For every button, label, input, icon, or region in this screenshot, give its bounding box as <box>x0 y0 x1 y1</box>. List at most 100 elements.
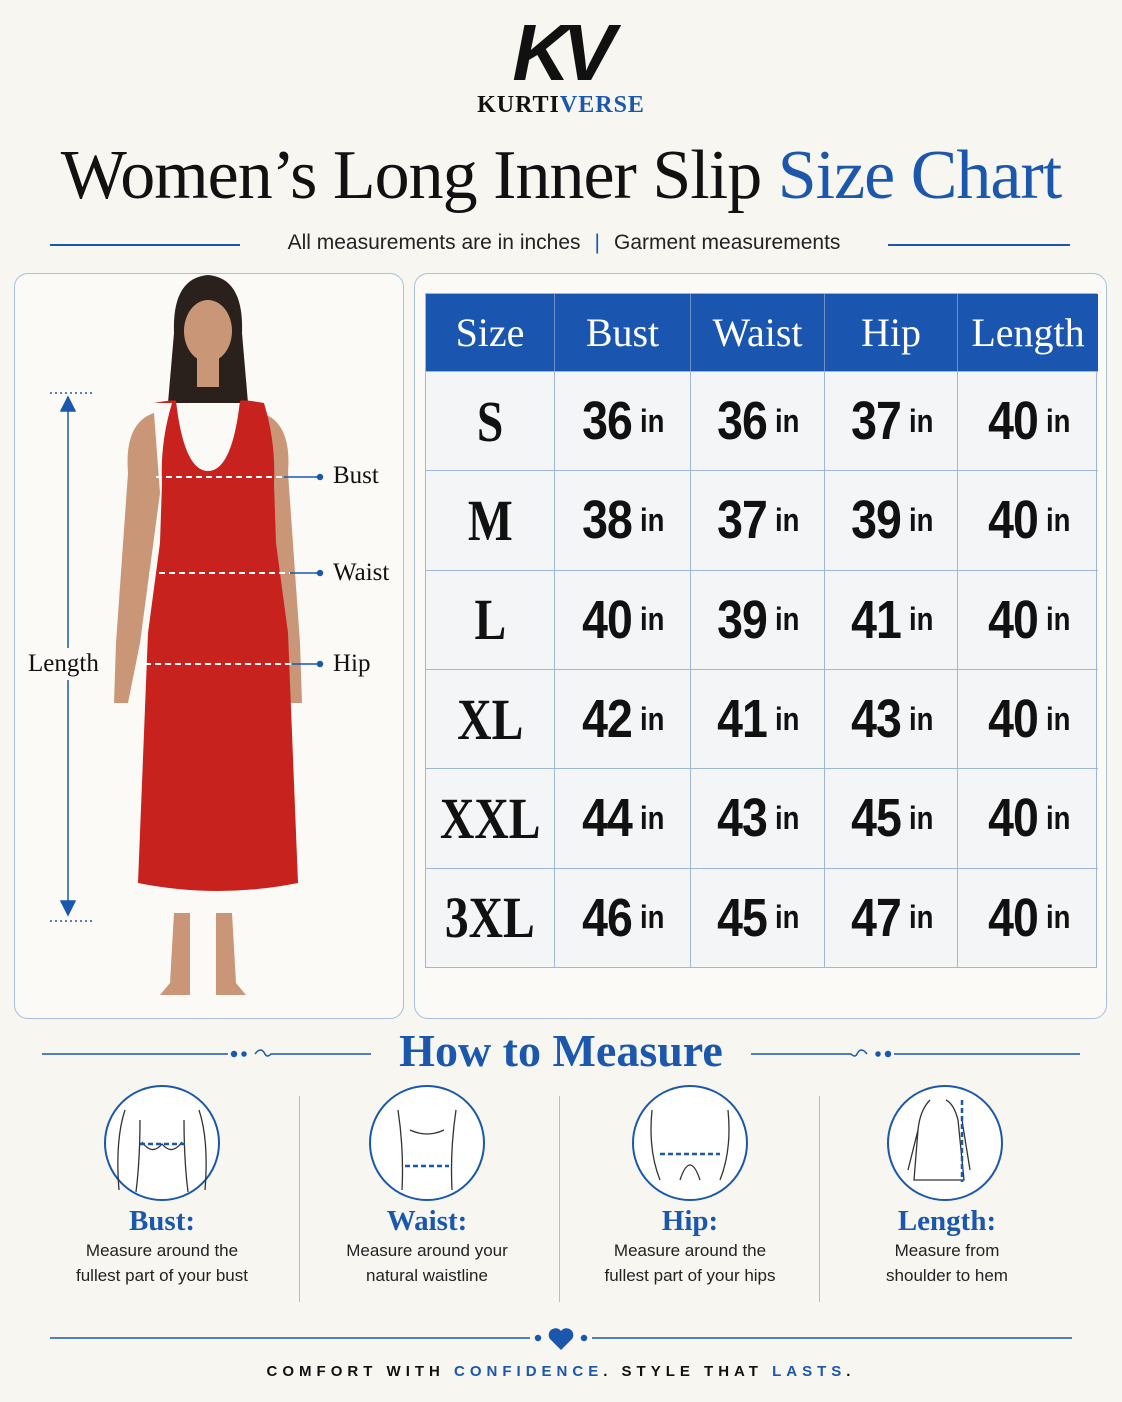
measure-cell: 42 in <box>555 669 691 769</box>
model <box>114 275 302 995</box>
footer-part: . STYLE THAT <box>603 1363 773 1380</box>
figure-label: Hip <box>333 650 371 677</box>
brand-name: KURTIVERSE <box>0 92 1122 119</box>
item-description: Measure around your <box>346 1241 508 1260</box>
measure-cell: 40 in <box>958 867 1098 967</box>
title: Women’s Long Inner Slip Size Chart <box>0 136 1122 216</box>
size-label: XXL <box>439 785 541 851</box>
size-cell: XL <box>426 669 555 769</box>
measure-unit: in <box>1045 899 1071 936</box>
measure-unit: in <box>640 799 665 836</box>
measure-unit: in <box>908 799 934 836</box>
measure-cell: 45 in <box>825 768 958 868</box>
measure-unit: in <box>775 601 800 638</box>
measure-value: 45 <box>717 887 768 948</box>
size-cell: L <box>426 569 555 669</box>
measure-unit: in <box>1045 402 1071 439</box>
footer-part: CONFIDENCE <box>454 1363 604 1380</box>
footer-part: LASTS <box>772 1363 847 1380</box>
measure-cell: 37 in <box>691 470 825 570</box>
measure-value: 40 <box>987 887 1039 948</box>
measure-value: 39 <box>850 490 902 551</box>
size-cell: XXL <box>426 768 555 868</box>
measure-unit: in <box>640 601 665 638</box>
measure-unit: in <box>908 899 934 936</box>
measure-value: 36 <box>582 391 633 452</box>
measure-unit: in <box>640 700 665 737</box>
measure-cell: 45 in <box>691 867 825 967</box>
measure-unit: in <box>775 501 800 538</box>
column-header: Hip <box>825 294 958 371</box>
measure-cell: 46 in <box>555 867 691 967</box>
item-description: Measure from <box>894 1241 1000 1260</box>
measure-unit: in <box>908 402 934 439</box>
measure-unit: in <box>775 899 800 936</box>
item-title: Waist: <box>386 1205 468 1237</box>
size-label: L <box>474 587 506 653</box>
measure-cell: 41 in <box>691 669 825 769</box>
measure-unit: in <box>1045 799 1071 836</box>
size-cell: S <box>426 371 555 471</box>
measure-unit: in <box>640 899 665 936</box>
footer: COMFORT WITH CONFIDENCE. STYLE THAT LAST… <box>0 1363 1122 1380</box>
figure-label: Bust <box>333 462 379 489</box>
note-separator: | <box>594 231 600 254</box>
measure-unit: in <box>775 700 800 737</box>
item-title: Hip: <box>661 1205 719 1237</box>
section-divider <box>42 1049 1080 1058</box>
measure-value: 40 <box>987 490 1039 551</box>
size-label: M <box>467 487 513 553</box>
item-description: fullest part of your hips <box>604 1266 776 1285</box>
measure-value: 45 <box>850 788 902 849</box>
measure-cell: 37 in <box>825 371 958 471</box>
measure-lines <box>145 476 292 665</box>
notes: All measurements are in inches | Garment m… <box>240 231 888 255</box>
item-separator <box>299 1096 300 1302</box>
footer-divider <box>50 1328 1072 1350</box>
column-header: Length <box>958 294 1098 371</box>
size-label: S <box>476 388 504 454</box>
measure-unit: in <box>908 501 934 538</box>
measure-cell: 40 in <box>958 669 1098 768</box>
measure-cell: 38 in <box>555 470 691 570</box>
measure-value: 47 <box>850 887 902 948</box>
measure-cell: 36 in <box>691 371 825 471</box>
section-title: How to Measure <box>399 1025 723 1076</box>
logo-monogram: KV <box>512 14 621 92</box>
measure-value: 36 <box>717 391 768 452</box>
item-description: natural waistline <box>366 1266 488 1285</box>
item-separator <box>819 1096 820 1302</box>
measure-value: 41 <box>850 589 902 650</box>
measure-cell: 44 in <box>555 768 691 868</box>
measure-value: 46 <box>582 887 633 948</box>
measure-value: 37 <box>717 490 768 551</box>
title-part: Size Chart <box>777 137 1063 214</box>
item-title: Bust: <box>128 1205 196 1237</box>
measure-cell: 47 in <box>825 867 958 967</box>
size-cell: M <box>426 470 555 570</box>
divider <box>50 244 240 246</box>
measure-value: 42 <box>582 689 633 750</box>
measure-cell: 40 in <box>958 371 1098 470</box>
measure-cell: 39 in <box>825 470 958 570</box>
measure-unit: in <box>1045 601 1071 638</box>
measure-unit: in <box>1045 501 1071 538</box>
measure-value: 40 <box>987 788 1039 849</box>
item-description: shoulder to hem <box>886 1266 1008 1285</box>
measure-value: 39 <box>717 589 768 650</box>
size-label: 3XL <box>445 885 535 951</box>
footer-part: . <box>846 1363 856 1380</box>
size-label: XL <box>456 686 524 752</box>
item-title: Length: <box>897 1205 997 1237</box>
item-separator <box>559 1096 560 1302</box>
measure-value: 40 <box>582 589 633 650</box>
size-cell: 3XL <box>426 867 555 967</box>
measure-icons <box>104 1085 1003 1201</box>
item-description: Measure around the <box>85 1241 239 1260</box>
note: Garment measurements <box>614 231 841 254</box>
measure-value: 40 <box>987 391 1039 452</box>
measure-unit: in <box>908 700 934 737</box>
measure-value: 43 <box>850 689 902 750</box>
figure-label: Waist <box>333 559 390 586</box>
measure-cell: 43 in <box>691 768 825 868</box>
